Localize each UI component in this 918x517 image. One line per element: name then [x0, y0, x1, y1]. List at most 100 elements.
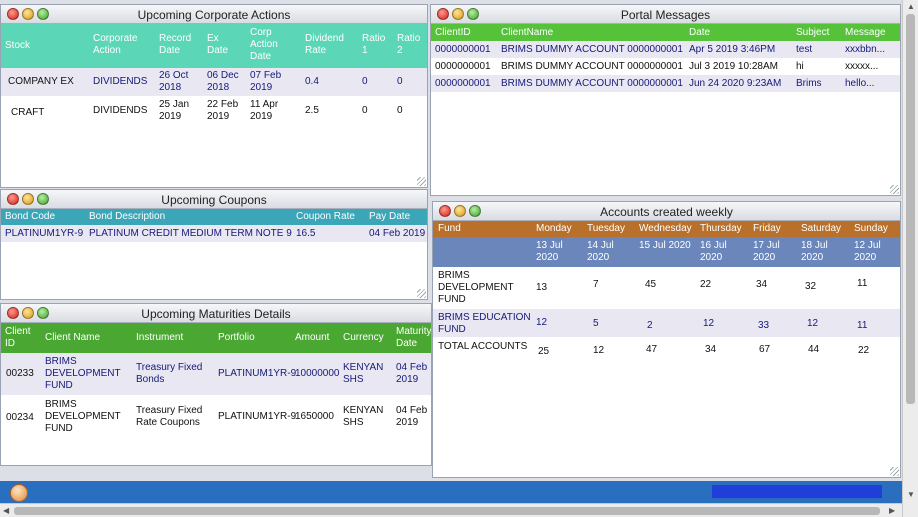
close-icon[interactable]: [7, 307, 19, 319]
window-title: Portal Messages: [620, 8, 711, 22]
column-header[interactable]: Coupon Rate: [296, 211, 355, 222]
column-header[interactable]: Currency: [343, 332, 384, 343]
window-titlebar[interactable]: Upcoming Maturities Details: [1, 304, 431, 323]
column-header[interactable]: Message: [845, 27, 886, 38]
date-header-cell: 14 Jul 2020: [587, 240, 614, 263]
column-header[interactable]: Client ID: [5, 326, 31, 349]
count-cell: 25: [538, 346, 550, 357]
subject-cell: hi: [796, 61, 804, 72]
scrollbar-thumb[interactable]: [14, 507, 880, 515]
close-icon[interactable]: [7, 193, 19, 205]
minimize-icon[interactable]: [452, 8, 464, 20]
horizontal-scrollbar[interactable]: ◀ ▶: [0, 503, 902, 517]
column-header[interactable]: Ratio 2: [397, 33, 421, 56]
client-id-cell: 0000000001: [435, 78, 491, 89]
column-header[interactable]: Bond Description: [89, 211, 166, 222]
column-header[interactable]: Record Date: [159, 33, 192, 56]
column-header[interactable]: Thursday: [700, 223, 742, 234]
column-header[interactable]: Client Name: [45, 332, 101, 343]
table-row[interactable]: BRIMS EDUCATION FUND 12 5 2 12 33 12 11: [433, 309, 900, 337]
close-icon[interactable]: [437, 8, 449, 20]
column-header[interactable]: Fund: [438, 223, 461, 234]
pay-date-cell: 04 Feb 2019: [369, 228, 426, 239]
column-header[interactable]: Instrument: [136, 332, 184, 343]
column-header[interactable]: ClientName: [501, 27, 554, 38]
column-header[interactable]: ClientID: [435, 27, 471, 38]
table-row[interactable]: 0000000001 BRIMS DUMMY ACCOUNT 000000000…: [431, 41, 900, 58]
vertical-scrollbar[interactable]: ▲ ▼: [902, 0, 918, 517]
count-cell: 13: [536, 282, 548, 293]
window-titlebar[interactable]: Portal Messages: [431, 5, 900, 24]
column-header[interactable]: Bond Code: [5, 211, 56, 222]
maximize-icon[interactable]: [37, 193, 49, 205]
close-icon[interactable]: [439, 205, 451, 217]
column-header[interactable]: Saturday: [801, 223, 842, 234]
client-id-cell: 00233: [6, 368, 34, 379]
table-row[interactable]: 00233 BRIMS DEVELOPMENT FUND Treasury Fi…: [1, 353, 431, 395]
table-row[interactable]: TOTAL ACCOUNTS 25 12 47 34 67 44 22: [433, 337, 900, 363]
table-row[interactable]: COMPANY EX DIVIDENDS 26 Oct 2018 06 Dec …: [1, 68, 427, 96]
maturities-window: Upcoming Maturities Details Client ID Cl…: [0, 303, 432, 466]
table-row[interactable]: CRAFT DIVIDENDS 25 Jan 2019 22 Feb 2019 …: [1, 96, 427, 128]
column-header[interactable]: Date: [689, 27, 711, 38]
column-header[interactable]: Sunday: [854, 223, 888, 234]
column-header[interactable]: Wednesday: [639, 223, 692, 234]
window-title: Upcoming Maturities Details: [141, 307, 291, 321]
column-header[interactable]: Tuesday: [587, 223, 625, 234]
table-row[interactable]: PLATINUM1YR-9 PLATINUM CREDIT MEDIUM TER…: [1, 225, 427, 242]
dividend-rate-cell: 2.5: [305, 105, 319, 116]
scrollbar-thumb[interactable]: [906, 14, 915, 404]
ratio1-cell: 0: [362, 105, 368, 116]
column-header[interactable]: Friday: [753, 223, 781, 234]
scroll-right-icon[interactable]: ▶: [889, 506, 896, 515]
scroll-down-icon[interactable]: ▼: [907, 490, 915, 499]
resize-handle[interactable]: [890, 185, 899, 194]
column-header[interactable]: Dividend Rate: [305, 33, 344, 56]
taskbar-tray[interactable]: [712, 485, 882, 498]
scroll-up-icon[interactable]: ▲: [907, 2, 915, 11]
column-header[interactable]: Corp Action Date: [250, 27, 278, 62]
maximize-icon[interactable]: [467, 8, 479, 20]
resize-handle[interactable]: [417, 177, 426, 186]
start-orb-icon[interactable]: [10, 484, 28, 502]
table-row[interactable]: 0000000001 BRIMS DUMMY ACCOUNT 000000000…: [431, 75, 900, 92]
instrument-cell: Treasury Fixed Bonds: [136, 362, 203, 385]
minimize-icon[interactable]: [454, 205, 466, 217]
column-header[interactable]: Subject: [796, 27, 830, 38]
maximize-icon[interactable]: [37, 8, 49, 20]
resize-handle[interactable]: [417, 289, 426, 298]
minimize-icon[interactable]: [22, 8, 34, 20]
column-header[interactable]: Ex Date: [207, 33, 229, 56]
column-header[interactable]: Portfolio: [218, 332, 255, 343]
accounts-weekly-window: Accounts created weekly Fund Monday Tues…: [432, 201, 901, 478]
maximize-icon[interactable]: [37, 307, 49, 319]
column-header[interactable]: Pay Date: [369, 211, 411, 222]
count-cell: 5: [593, 318, 599, 329]
bond-code-cell: PLATINUM1YR-9: [5, 228, 84, 239]
table-row[interactable]: BRIMS DEVELOPMENT FUND 13 7 45 22 34 32 …: [433, 267, 900, 309]
close-icon[interactable]: [7, 8, 19, 20]
column-header[interactable]: Corporate Action: [93, 33, 138, 56]
ratio1-cell: 0: [362, 76, 368, 87]
column-header[interactable]: Stock: [5, 40, 31, 51]
table-row[interactable]: 0000000001 BRIMS DUMMY ACCOUNT 000000000…: [431, 58, 900, 75]
column-header[interactable]: Ratio 1: [362, 33, 386, 56]
column-header[interactable]: Amount: [295, 332, 330, 343]
count-cell: 33: [758, 320, 770, 331]
count-cell: 67: [759, 344, 771, 355]
window-titlebar[interactable]: Upcoming Coupons: [1, 190, 427, 209]
window-titlebar[interactable]: Upcoming Corporate Actions: [1, 5, 427, 24]
date-cell: Jun 24 2020 9:23AM: [689, 78, 782, 89]
table-header: ClientID ClientName Date Subject Message: [431, 24, 900, 41]
minimize-icon[interactable]: [22, 307, 34, 319]
table-row[interactable]: 00234 BRIMS DEVELOPMENT FUND Treasury Fi…: [1, 395, 431, 439]
maximize-icon[interactable]: [469, 205, 481, 217]
column-header[interactable]: Monday: [536, 223, 572, 234]
scroll-left-icon[interactable]: ◀: [3, 506, 10, 515]
amount-cell: 10000000: [295, 368, 340, 379]
window-titlebar[interactable]: Accounts created weekly: [433, 202, 900, 221]
portal-messages-window: Portal Messages ClientID ClientName Date…: [430, 4, 901, 196]
minimize-icon[interactable]: [22, 193, 34, 205]
column-header[interactable]: Maturity Date: [396, 326, 432, 349]
resize-handle[interactable]: [890, 467, 899, 476]
